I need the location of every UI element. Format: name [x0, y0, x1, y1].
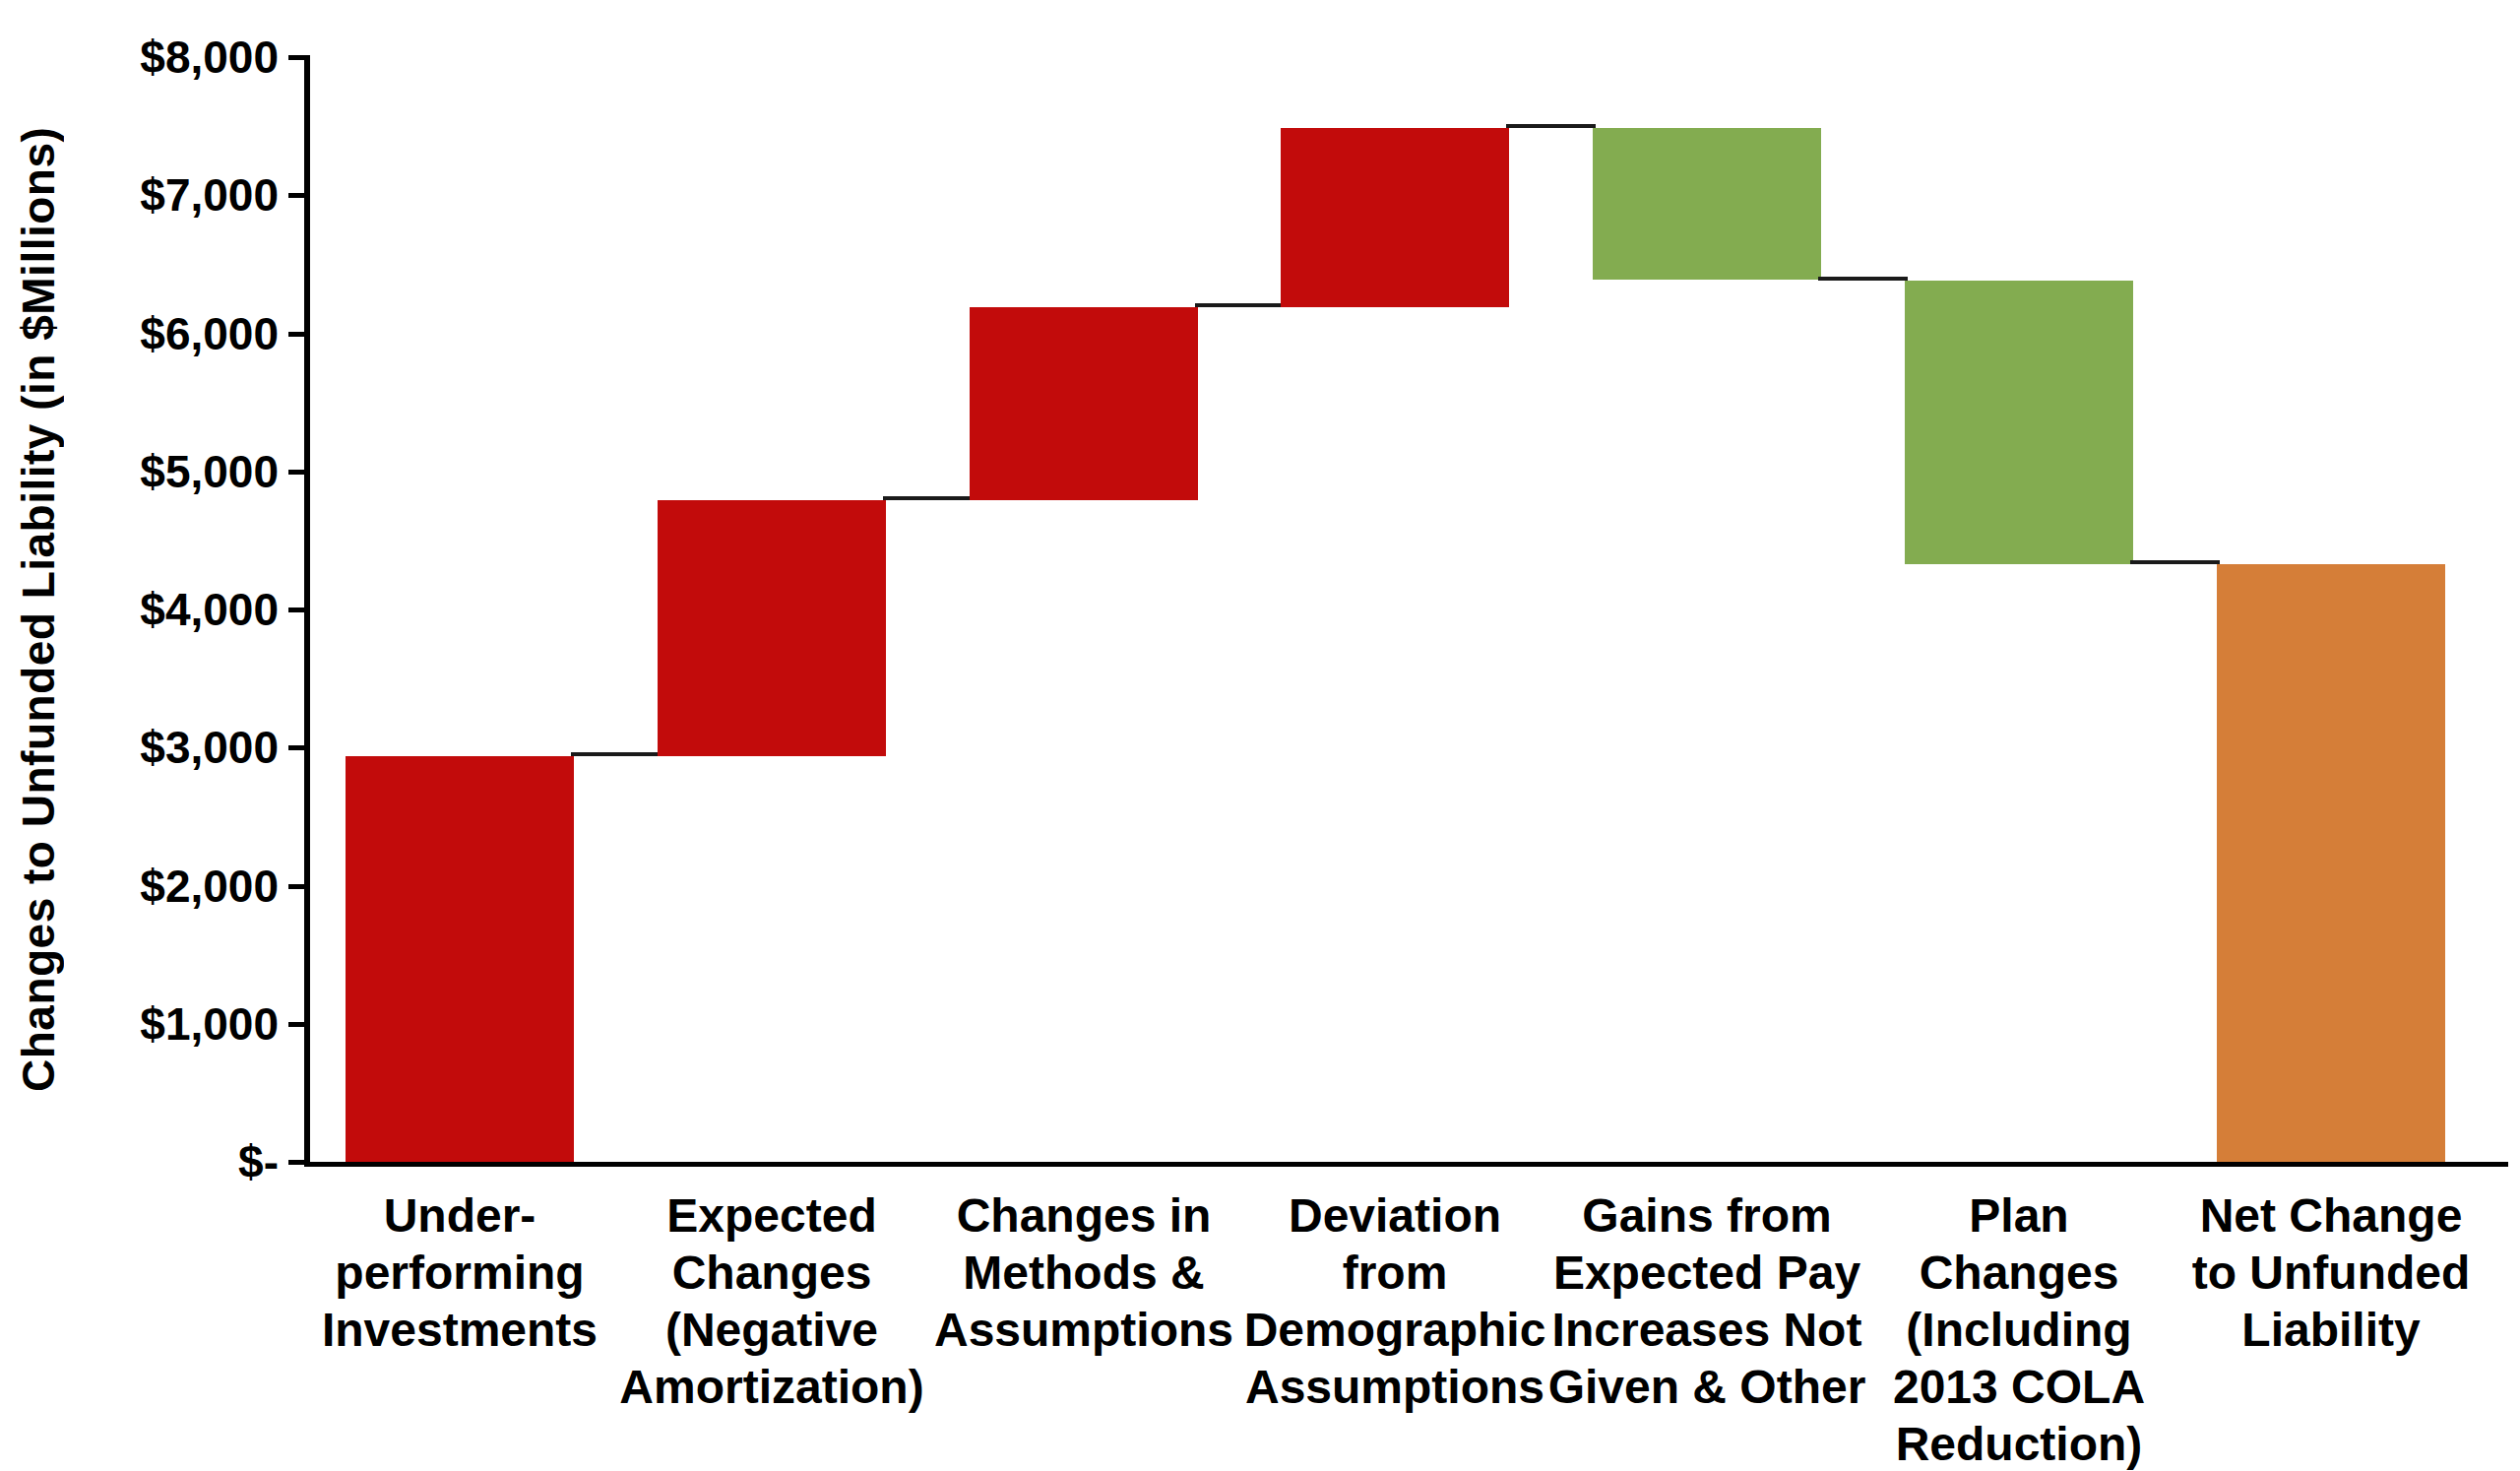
y-tick-mark — [288, 1022, 310, 1027]
connector-line — [1818, 277, 1908, 281]
y-tick-label: $5,000 — [39, 443, 279, 500]
y-tick-label: $- — [39, 1133, 279, 1190]
connector-line — [1195, 303, 1284, 307]
y-tick-mark — [288, 608, 310, 612]
x-axis-line — [304, 1162, 2508, 1167]
category-label: Expected Changes (Negative Amortization) — [599, 1187, 944, 1416]
y-tick-mark — [288, 1160, 310, 1165]
y-tick-label: $3,000 — [39, 719, 279, 776]
waterfall-bar-increase — [970, 307, 1198, 500]
y-tick-label: $6,000 — [39, 305, 279, 362]
y-tick-mark — [288, 193, 310, 198]
connector-line — [1506, 124, 1596, 128]
waterfall-bar-decrease — [1593, 128, 1821, 280]
category-label: Deviation from Demographic Assumptions — [1223, 1187, 1567, 1416]
waterfall-chart: Changes to Unfunded Liability (in $Milli… — [0, 0, 2520, 1471]
waterfall-bar-decrease — [1905, 281, 2133, 564]
category-label: Net Change to Unfunded Liability — [2159, 1187, 2503, 1359]
connector-line — [571, 752, 661, 756]
y-tick-label: $4,000 — [39, 581, 279, 638]
category-label: Gains from Expected Pay Increases Not Gi… — [1535, 1187, 1879, 1416]
connector-line — [2130, 560, 2220, 564]
y-tick-mark — [288, 55, 310, 60]
connector-line — [883, 496, 973, 500]
y-tick-mark — [288, 332, 310, 337]
y-tick-mark — [288, 745, 310, 750]
y-tick-mark — [288, 884, 310, 889]
waterfall-bar-increase — [658, 500, 886, 756]
category-label: Plan Changes (Including 2013 COLA Reduct… — [1847, 1187, 2191, 1471]
waterfall-bar-increase — [346, 756, 574, 1162]
y-tick-label: $7,000 — [39, 166, 279, 224]
waterfall-bar-increase — [1281, 128, 1509, 307]
category-label: Changes in Methods & Assumptions — [912, 1187, 1256, 1359]
y-tick-mark — [288, 470, 310, 475]
waterfall-bar-total — [2217, 564, 2445, 1162]
y-tick-label: $1,000 — [39, 995, 279, 1053]
y-tick-label: $8,000 — [39, 29, 279, 86]
category-label: Under- performing Investments — [287, 1187, 632, 1359]
y-tick-label: $2,000 — [39, 858, 279, 915]
